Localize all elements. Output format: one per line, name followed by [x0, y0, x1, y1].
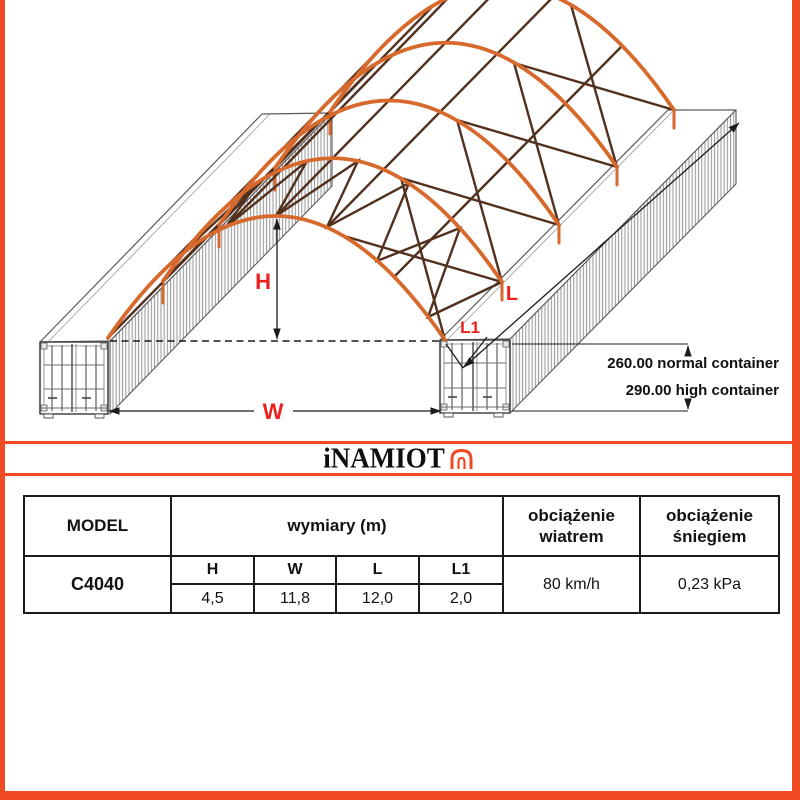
roof-arches — [106, 0, 676, 342]
note-normal-container: 260.00 normal container — [607, 355, 779, 372]
snow-load-value-cell: 0,23 kPa — [639, 555, 780, 614]
snow-load-header-cell: obciążenie śniegiem — [639, 495, 780, 557]
frame-left-bar — [0, 0, 5, 800]
dim-label-width: W — [263, 399, 284, 424]
value-w-cell: 11,8 — [253, 583, 337, 614]
col-l-cell: L — [335, 555, 420, 585]
dim-label-offset: L1 — [460, 318, 480, 337]
model-value-cell: C4040 — [23, 555, 172, 614]
shelter-isometric-drawing: H W L L1 260.00 normal container 290.00 … — [39, 0, 780, 424]
wind-load-value-cell: 80 km/h — [502, 555, 641, 614]
frame-bottom-bar — [0, 791, 800, 800]
value-l-cell: 12,0 — [335, 583, 420, 614]
note-high-container: 290.00 high container — [626, 382, 780, 399]
value-h-cell: 4,5 — [170, 583, 255, 614]
model-header-cell: MODEL — [23, 495, 172, 557]
brand-logo-text: iNAMIOT — [323, 442, 445, 474]
spec-table: MODEL wymiary (m) obciążenie wiatrem obc… — [23, 495, 780, 614]
spec-table-section: MODEL wymiary (m) obciążenie wiatrem obc… — [23, 495, 780, 614]
frame-right-bar — [792, 0, 800, 800]
dimension-lines — [108, 122, 740, 415]
wind-load-header-cell: obciążenie wiatrem — [502, 495, 641, 557]
col-h-cell: H — [170, 555, 255, 585]
logo-band: iNAMIOT — [5, 441, 792, 476]
tent-arch-icon — [450, 448, 473, 469]
left-container — [39, 112, 333, 419]
col-w-cell: W — [253, 555, 337, 585]
dim-label-length: L — [506, 283, 518, 305]
dimensions-header-cell: wymiary (m) — [170, 495, 504, 557]
dim-label-height: H — [255, 269, 271, 294]
value-l1-cell: 2,0 — [418, 583, 504, 614]
col-l1-cell: L1 — [418, 555, 504, 585]
